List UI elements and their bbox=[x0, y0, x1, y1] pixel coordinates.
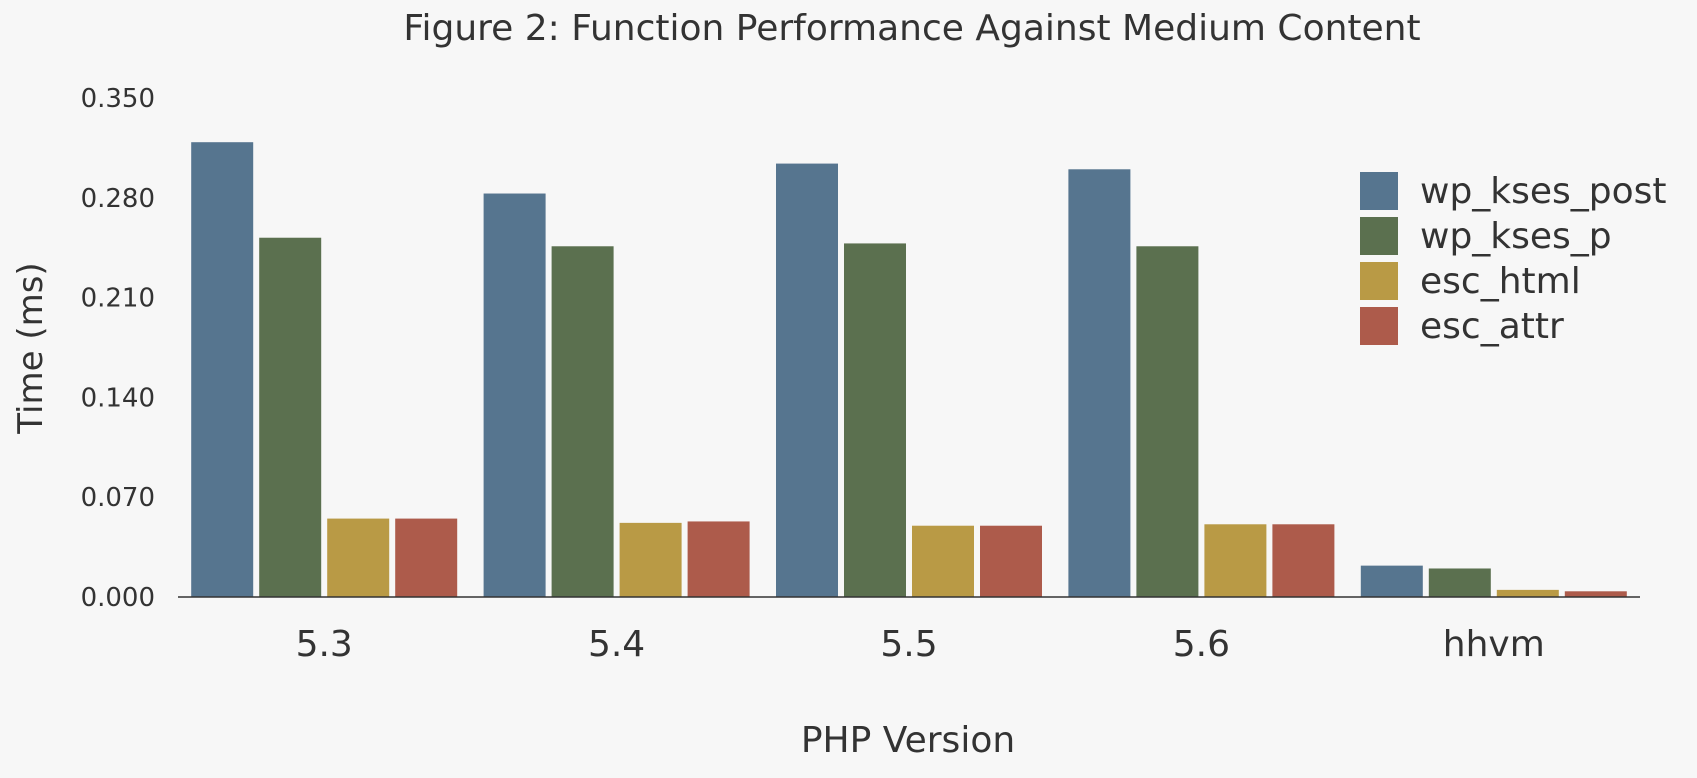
bar-wp_kses_p-5.4 bbox=[551, 246, 614, 597]
legend-label: esc_html bbox=[1420, 261, 1581, 302]
bar-wp_kses_post-hhvm bbox=[1360, 565, 1423, 597]
legend-swatch bbox=[1360, 217, 1398, 255]
x-tick-label: 5.5 bbox=[880, 624, 937, 665]
bar-esc_attr-5.4 bbox=[687, 521, 750, 597]
legend-swatch bbox=[1360, 307, 1398, 345]
x-tick-label: 5.4 bbox=[588, 624, 645, 665]
bar-wp_kses_post-5.6 bbox=[1068, 169, 1131, 598]
bar-wp_kses_post-5.3 bbox=[191, 142, 254, 597]
y-tick-label: 0.070 bbox=[81, 483, 155, 513]
bar-wp_kses_p-5.6 bbox=[1136, 246, 1199, 597]
legend-swatch bbox=[1360, 262, 1398, 300]
y-tick-label: 0.210 bbox=[81, 284, 155, 314]
chart-title: Figure 2: Function Performance Against M… bbox=[403, 8, 1420, 49]
bar-esc_attr-5.5 bbox=[980, 525, 1042, 597]
bar-esc_attr-5.3 bbox=[395, 518, 458, 597]
bar-esc_html-5.3 bbox=[327, 518, 390, 597]
bar-wp_kses_post-5.5 bbox=[776, 163, 838, 597]
legend-swatch bbox=[1360, 172, 1398, 210]
x-axis-label: PHP Version bbox=[801, 720, 1015, 761]
y-axis-ticks: 0.000 0.070 0.140 0.210 0.280 0.350 bbox=[81, 84, 155, 613]
y-tick-label: 0.350 bbox=[81, 84, 155, 114]
bar-esc_html-5.4 bbox=[619, 522, 682, 597]
legend-label: wp_kses_post bbox=[1420, 171, 1667, 212]
bar-esc_attr-5.6 bbox=[1272, 524, 1335, 597]
bar-esc_html-hhvm bbox=[1496, 589, 1559, 597]
bar-wp_kses_p-hhvm bbox=[1428, 568, 1491, 597]
legend-label: esc_attr bbox=[1420, 306, 1564, 347]
y-tick-label: 0.000 bbox=[81, 583, 155, 613]
legend-label: wp_kses_p bbox=[1420, 216, 1612, 257]
bar-wp_kses_p-5.5 bbox=[844, 243, 906, 597]
y-tick-label: 0.280 bbox=[81, 184, 155, 214]
y-axis-label: Time (ms) bbox=[11, 262, 51, 434]
bars-group bbox=[191, 142, 1627, 598]
x-tick-label: hhvm bbox=[1443, 624, 1545, 665]
bar-esc_html-5.6 bbox=[1204, 524, 1267, 597]
bar-wp_kses_p-5.3 bbox=[259, 237, 322, 597]
y-tick-label: 0.140 bbox=[81, 383, 155, 413]
x-axis-ticks: 5.3 5.4 5.5 5.6 hhvm bbox=[296, 624, 1545, 665]
x-tick-label: 5.3 bbox=[296, 624, 353, 665]
bar-esc_attr-hhvm bbox=[1564, 591, 1627, 597]
x-tick-label: 5.6 bbox=[1173, 624, 1230, 665]
bar-esc_html-5.5 bbox=[912, 525, 974, 597]
bar-wp_kses_post-5.4 bbox=[483, 193, 546, 597]
